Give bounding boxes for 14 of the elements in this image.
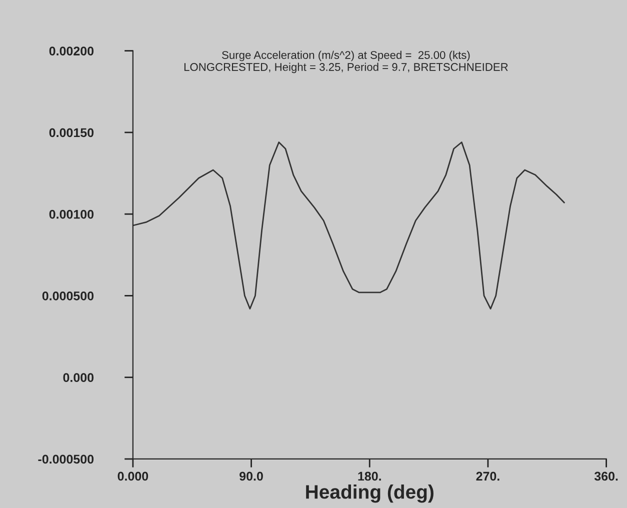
text: Surge Acceleration (m/s^2) at Speed = 25.00 (kts) LONGCRESTED, Height = 3.25, Period = 9.7, BRETSCHNEIDER [184,50,508,74]
y-tick-label: 0.00100 [49,210,94,219]
x-axis-title: Heading (deg) [306,484,434,503]
x-tick-label: 0.000 [118,472,148,481]
y-tick-label: 0.00150 [49,128,94,138]
x-tick-label: 360. [594,472,618,481]
y-tick-label: 0.00200 [49,46,94,56]
y-tick-label: -0.000500 [38,454,94,464]
x-tick-label: 270. [476,472,500,481]
line-series [132,142,565,310]
x-tick-label: 180. [358,472,381,481]
y-tick-label: 0.000 [63,373,94,382]
y-tick-label: 0.000500 [42,292,94,300]
x-tick-label: 90.0 [240,472,263,481]
